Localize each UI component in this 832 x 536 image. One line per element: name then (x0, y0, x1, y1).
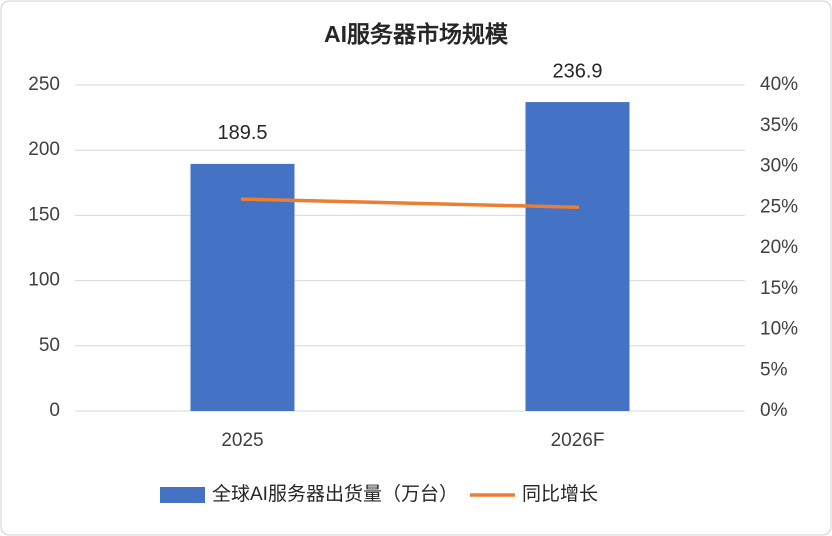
y2-tick-label: 10% (760, 319, 798, 340)
data-label: 236.9 (552, 60, 602, 82)
y2-tick-label: 30% (760, 156, 798, 177)
y-tick-label: 0 (49, 400, 60, 421)
y-tick-label: 150 (28, 204, 60, 225)
y2-tick-label: 0% (760, 400, 788, 421)
y2-tick-label: 40% (760, 74, 798, 95)
y-tick-label: 250 (28, 74, 60, 95)
legend-swatch (160, 487, 205, 503)
x-tick-label: 2026F (551, 430, 605, 451)
bar (190, 163, 295, 411)
y2-tick-label: 20% (760, 237, 798, 258)
data-label: 189.5 (217, 122, 267, 144)
chart-title: AI服务器市场规模 (324, 21, 509, 47)
y2-tick-label: 5% (760, 359, 788, 380)
x-tick-label: 2025 (221, 430, 263, 451)
y2-tick-label: 15% (760, 278, 798, 299)
legend-label: 同比增长 (522, 483, 598, 505)
legend-label: 全球AI服务器出货量（万台） (212, 483, 458, 505)
y-tick-label: 200 (28, 139, 60, 160)
y-tick-label: 50 (39, 335, 60, 356)
line (240, 197, 580, 209)
y2-tick-label: 35% (760, 115, 798, 136)
y-tick-label: 100 (28, 270, 60, 291)
y2-tick-label: 25% (760, 196, 798, 217)
bar (525, 102, 630, 411)
